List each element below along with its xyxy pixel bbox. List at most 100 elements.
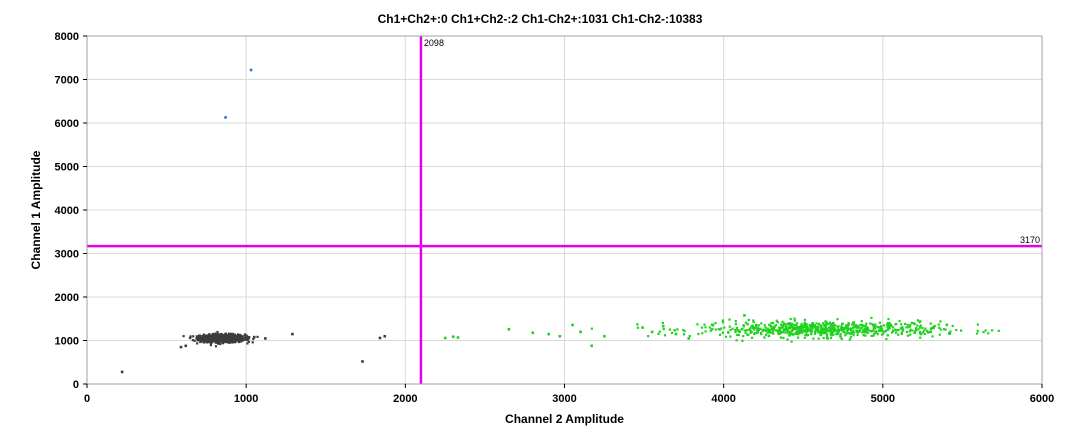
droplet-point [866, 331, 869, 335]
droplet-point [844, 326, 847, 329]
droplet-point [882, 330, 886, 333]
droplet-point [590, 327, 593, 330]
droplet-point [822, 336, 825, 340]
droplet-point [507, 327, 511, 331]
droplet-point [869, 322, 872, 325]
droplet-point [987, 332, 990, 335]
droplet-point [734, 328, 737, 332]
y-tick-label: 1000 [55, 336, 79, 348]
droplet-point [682, 333, 686, 336]
droplet-point [636, 326, 640, 329]
droplet-point [772, 332, 775, 335]
droplet-point [886, 326, 890, 329]
droplet-point [913, 322, 916, 326]
droplet-point [590, 344, 593, 348]
threshold-lines[interactable]: 2098 3170 [87, 36, 1042, 384]
y-tick-label: 3000 [55, 249, 79, 261]
droplet-point [863, 328, 866, 331]
droplet-point [195, 335, 198, 338]
droplet-point [769, 331, 772, 334]
droplet-point [880, 324, 883, 328]
droplet-point [804, 333, 807, 336]
droplet-point [210, 341, 213, 344]
droplet-point [843, 328, 846, 331]
x-tick-label: 2000 [393, 393, 417, 405]
droplet-point [233, 340, 236, 344]
droplet-point [741, 327, 744, 331]
droplet-point [718, 333, 722, 336]
y-tick-label: 2000 [55, 292, 79, 304]
droplet-point [196, 342, 199, 345]
droplet-point [887, 324, 890, 327]
droplet-point [216, 341, 219, 344]
droplet-point [766, 327, 769, 330]
droplet-point [783, 331, 787, 334]
droplet-point [779, 336, 783, 339]
droplet-point [226, 335, 229, 338]
droplet-point [224, 336, 227, 339]
droplet-point [783, 328, 786, 331]
droplet-point [918, 330, 922, 334]
droplet-point [443, 336, 447, 340]
droplet-point [755, 324, 758, 328]
droplet-point [828, 329, 831, 333]
droplet-point [213, 339, 216, 342]
droplet-point [721, 331, 724, 334]
x-tick-label: 4000 [711, 393, 735, 405]
droplet-point [901, 328, 905, 331]
droplet-point [219, 335, 222, 338]
droplet-point [658, 330, 661, 333]
droplet-point [641, 326, 644, 329]
droplet-point [867, 329, 871, 332]
droplet-point [921, 331, 924, 334]
droplet-point [714, 322, 717, 325]
droplet-point [913, 331, 917, 335]
droplet-point [824, 324, 827, 328]
droplet-point [855, 329, 858, 332]
droplet-point [755, 329, 758, 332]
droplet-point [743, 329, 746, 332]
x-tick-label: 6000 [1030, 393, 1054, 405]
droplet-point [786, 331, 789, 334]
droplet-point [832, 333, 835, 336]
droplet-point [908, 330, 911, 333]
droplet-point [671, 331, 674, 334]
droplet-point [714, 328, 717, 331]
droplet-point [712, 323, 715, 326]
droplet-point [811, 322, 814, 325]
droplet-point [797, 329, 800, 332]
droplet-point [848, 332, 851, 335]
droplet-point [852, 329, 855, 333]
droplet-point [222, 342, 225, 345]
droplet-point [252, 335, 256, 339]
droplet-point [242, 338, 245, 341]
droplet-point [825, 335, 829, 338]
droplet-point [753, 326, 756, 330]
droplet-point [657, 332, 660, 336]
droplet-point [220, 340, 223, 343]
droplet-point [784, 326, 788, 329]
droplet-point [790, 340, 793, 343]
droplet-point [877, 329, 881, 332]
droplet-point [789, 323, 792, 327]
droplet-point [202, 340, 205, 343]
droplet-point [236, 333, 240, 336]
droplet-point [219, 338, 223, 341]
droplet-point [862, 329, 865, 332]
droplet-point [795, 324, 798, 327]
droplet-point [923, 332, 926, 335]
droplet-point [837, 325, 840, 328]
droplet-point [828, 321, 832, 324]
droplet-point [873, 325, 876, 328]
droplet-point [887, 318, 890, 321]
droplet-point [932, 325, 935, 329]
droplet-point [768, 329, 771, 332]
droplet-point [919, 336, 922, 339]
droplet-point [782, 336, 785, 340]
droplet-point [703, 323, 706, 326]
droplet-point [890, 331, 894, 334]
axes: 0 1000 2000 3000 4000 5000 6000 0 1000 2000 3000 40… [55, 31, 1055, 405]
droplet-point [789, 317, 792, 321]
droplet-point [919, 324, 922, 327]
droplet-point [820, 324, 823, 327]
